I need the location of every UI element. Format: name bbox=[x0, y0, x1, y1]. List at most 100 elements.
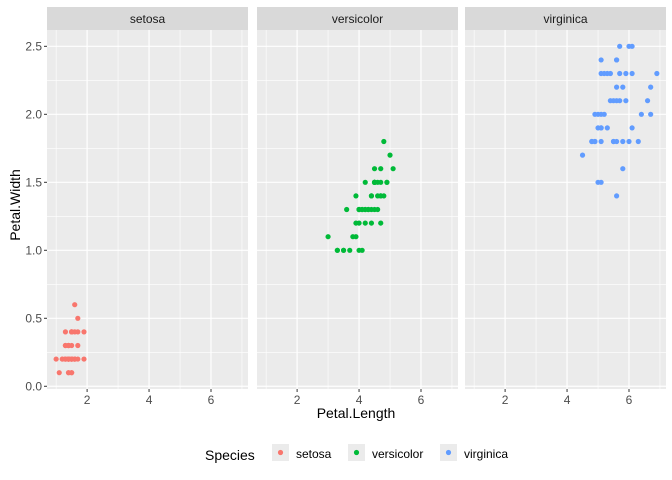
data-point-versicolor bbox=[359, 247, 365, 253]
data-point-versicolor bbox=[378, 166, 384, 172]
data-point-setosa bbox=[72, 302, 78, 308]
x-tick-label: 6 bbox=[626, 393, 633, 407]
legend-entry-setosa: setosa bbox=[272, 444, 332, 461]
panel-background bbox=[465, 30, 666, 389]
y-tick-label: 1.0 bbox=[25, 243, 42, 257]
data-point-versicolor bbox=[381, 138, 387, 145]
y-tick-label: 1.5 bbox=[25, 175, 42, 189]
facet-setosa: setosa 2 4 6 bbox=[47, 7, 248, 407]
y-tick-label: 2.0 bbox=[25, 107, 42, 121]
facet-strip bbox=[47, 7, 248, 30]
data-point-versicolor bbox=[378, 179, 384, 185]
data-point-virginica bbox=[589, 138, 595, 145]
legend-label: virginica bbox=[464, 447, 508, 461]
data-point-virginica bbox=[638, 111, 644, 117]
facet-virginica: virginica 2 4 6 bbox=[465, 7, 666, 407]
data-point-versicolor bbox=[362, 179, 368, 185]
data-point-versicolor bbox=[359, 206, 365, 213]
data-point-virginica bbox=[629, 70, 635, 77]
data-point-versicolor bbox=[356, 220, 362, 226]
legend-entry-virginica: virginica bbox=[440, 444, 508, 461]
legend-label: setosa bbox=[296, 447, 332, 461]
data-point-virginica bbox=[610, 138, 617, 145]
data-point-virginica bbox=[629, 43, 635, 49]
data-point-setosa bbox=[75, 315, 81, 321]
data-point-virginica bbox=[595, 125, 601, 131]
data-point-versicolor bbox=[371, 179, 378, 185]
data-point-setosa bbox=[65, 342, 72, 349]
data-point-versicolor bbox=[353, 193, 359, 199]
panel-background bbox=[47, 30, 248, 389]
legend-key-point bbox=[353, 449, 360, 456]
data-point-virginica bbox=[592, 111, 598, 117]
data-point-versicolor bbox=[334, 247, 340, 253]
data-point-versicolor bbox=[365, 206, 371, 213]
legend-label: versicolor bbox=[372, 447, 423, 461]
data-point-virginica bbox=[620, 138, 626, 145]
axis-titles: Petal.Length Petal.Width bbox=[7, 169, 395, 421]
data-point-versicolor bbox=[325, 234, 331, 240]
x-tick-label: 4 bbox=[356, 393, 363, 407]
data-point-setosa bbox=[75, 342, 81, 349]
data-point-versicolor bbox=[390, 166, 396, 172]
data-point-versicolor bbox=[344, 206, 350, 213]
legend: Species setosa versicolor virginica bbox=[205, 444, 508, 463]
data-point-setosa bbox=[62, 329, 69, 335]
x-axis-title: Petal.Length bbox=[317, 405, 396, 421]
facet-versicolor: versicolor 2 4 6 bbox=[257, 7, 458, 407]
data-point-versicolor bbox=[347, 247, 353, 253]
facet-strip-label: setosa bbox=[130, 12, 166, 26]
data-point-virginica bbox=[607, 70, 614, 77]
y-axis: 0.0 0.5 1.0 1.5 2.0 2.5 bbox=[25, 39, 47, 393]
data-point-virginica bbox=[626, 138, 632, 145]
data-point-versicolor bbox=[371, 166, 378, 172]
data-point-setosa bbox=[53, 356, 59, 362]
data-point-virginica bbox=[648, 111, 654, 117]
y-tick-label: 0.5 bbox=[25, 311, 42, 325]
data-point-setosa bbox=[65, 370, 72, 376]
data-point-virginica bbox=[644, 98, 651, 104]
facet-panels: setosa 2 4 6 versicolor 2 4 6 virginica 2 4 6 bbox=[47, 7, 666, 407]
data-point-virginica bbox=[617, 43, 623, 49]
facet-strip bbox=[465, 7, 666, 30]
data-point-versicolor bbox=[384, 179, 390, 185]
data-point-virginica bbox=[623, 98, 629, 104]
data-point-virginica bbox=[623, 70, 629, 77]
data-point-versicolor bbox=[340, 247, 347, 253]
data-point-virginica bbox=[598, 57, 604, 63]
data-point-virginica bbox=[617, 70, 623, 77]
y-tick-label: 0.0 bbox=[25, 379, 42, 393]
data-point-setosa bbox=[56, 370, 62, 376]
y-axis-title: Petal.Width bbox=[7, 169, 23, 241]
data-point-virginica bbox=[614, 57, 620, 63]
data-point-versicolor bbox=[378, 220, 384, 226]
facet-strip-label: versicolor bbox=[332, 12, 383, 26]
data-point-setosa bbox=[81, 356, 87, 362]
data-point-virginica bbox=[635, 138, 641, 145]
data-point-virginica bbox=[607, 98, 614, 104]
facet-strip-label: virginica bbox=[543, 12, 587, 26]
x-tick-label: 4 bbox=[564, 393, 571, 407]
data-point-virginica bbox=[614, 193, 620, 199]
data-point-virginica bbox=[614, 84, 620, 90]
data-point-virginica bbox=[604, 125, 610, 131]
data-point-virginica bbox=[598, 179, 604, 185]
data-point-virginica bbox=[629, 125, 635, 131]
data-point-virginica bbox=[579, 152, 586, 158]
x-tick-label: 6 bbox=[418, 393, 425, 407]
data-point-versicolor bbox=[387, 152, 393, 158]
data-point-versicolor bbox=[368, 220, 375, 226]
x-tick-label: 4 bbox=[146, 393, 153, 407]
data-point-versicolor bbox=[368, 193, 375, 199]
data-point-setosa bbox=[81, 329, 87, 335]
x-tick-label: 2 bbox=[502, 393, 509, 407]
legend-key-point bbox=[277, 449, 284, 456]
x-tick-label: 6 bbox=[208, 393, 215, 407]
legend-key-point bbox=[445, 449, 452, 456]
x-tick-label: 2 bbox=[294, 393, 301, 407]
data-point-virginica bbox=[614, 98, 620, 104]
data-point-setosa bbox=[65, 356, 72, 362]
data-point-virginica bbox=[654, 70, 660, 77]
data-point-versicolor bbox=[350, 234, 356, 240]
